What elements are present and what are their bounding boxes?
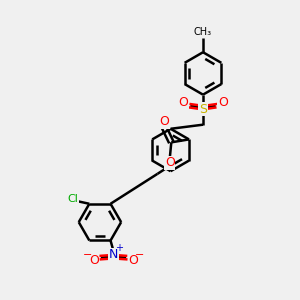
Text: +: + <box>115 243 123 253</box>
Text: CH₃: CH₃ <box>194 27 212 37</box>
Text: Cl: Cl <box>67 194 78 204</box>
Text: −: − <box>134 250 144 260</box>
Text: N: N <box>109 248 118 261</box>
Text: O: O <box>89 254 99 267</box>
Text: O: O <box>159 115 169 128</box>
Text: O: O <box>128 254 138 267</box>
Text: S: S <box>199 103 207 116</box>
Text: O: O <box>165 157 175 169</box>
Text: −: − <box>83 250 93 260</box>
Text: O: O <box>218 96 228 110</box>
Text: O: O <box>178 96 188 110</box>
